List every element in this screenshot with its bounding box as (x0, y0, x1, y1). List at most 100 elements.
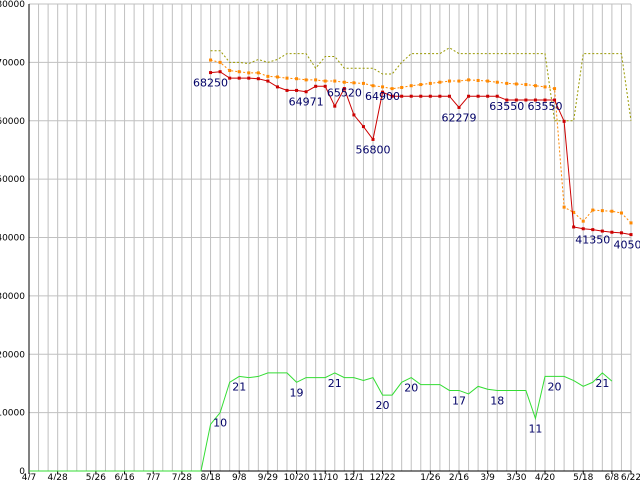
data-point-dark_red (409, 94, 413, 98)
data-point-orange (600, 209, 604, 213)
data-label: 20 (548, 380, 562, 393)
data-point-orange (390, 87, 394, 91)
data-label: 20 (376, 399, 390, 412)
data-label: 19 (290, 386, 304, 399)
data-point-orange (619, 211, 623, 215)
data-point-dark_red (476, 94, 480, 98)
data-point-dark_red (457, 105, 461, 109)
y-tick-label: 50000 (0, 175, 25, 185)
data-point-orange (323, 79, 327, 83)
data-point-dark_red (218, 70, 222, 74)
data-point-orange (457, 79, 461, 83)
data-point-dark_red (361, 125, 365, 129)
data-point-dark_red (600, 229, 604, 233)
data-point-dark_red (581, 227, 585, 231)
data-point-dark_red (505, 98, 509, 102)
data-label: 41350 (575, 234, 610, 247)
data-point-orange (352, 81, 356, 85)
data-point-orange (237, 70, 241, 74)
data-point-dark_red (381, 90, 385, 94)
data-point-orange (275, 75, 279, 79)
x-tick-label: 5/26 (86, 473, 106, 480)
data-label: 40500 (614, 239, 640, 252)
data-point-dark_red (619, 231, 623, 235)
data-point-orange (419, 83, 423, 87)
data-point-orange (495, 80, 499, 84)
data-point-dark_red (266, 79, 270, 83)
data-point-dark_red (438, 94, 442, 98)
data-point-dark_red (591, 228, 595, 232)
x-tick-label: 3/30 (506, 473, 526, 480)
data-point-dark_red (543, 98, 547, 102)
data-label: 63550 (528, 100, 563, 113)
data-point-dark_red (314, 84, 318, 88)
data-point-orange (361, 81, 365, 85)
data-point-orange (371, 84, 375, 88)
y-tick-label: 10000 (0, 409, 25, 419)
x-tick-label: 6/22 (621, 473, 640, 480)
data-point-dark_red (514, 98, 518, 102)
data-point-orange (591, 208, 595, 212)
data-point-orange (572, 210, 576, 214)
data-point-dark_red (524, 98, 528, 102)
data-point-orange (438, 80, 442, 84)
x-tick-label: 9/8 (232, 473, 247, 480)
data-point-orange (256, 71, 260, 75)
data-point-dark_red (275, 85, 279, 89)
data-point-dark_red (400, 94, 404, 98)
y-tick-label: 0 (19, 467, 25, 477)
data-label: 64900 (365, 90, 400, 103)
data-point-orange (610, 209, 614, 213)
data-point-dark_red (304, 90, 308, 94)
data-point-orange (218, 60, 222, 64)
data-label: 18 (490, 394, 504, 407)
x-tick-label: 6/16 (114, 473, 134, 480)
x-tick-label: 3/9 (480, 473, 495, 480)
data-point-dark_red (209, 71, 213, 75)
x-tick-label: 4/7 (22, 473, 36, 480)
data-label: 56800 (356, 143, 391, 156)
data-point-orange (505, 81, 509, 85)
y-tick-label: 40000 (0, 234, 25, 244)
data-point-dark_red (562, 119, 566, 123)
data-point-orange (304, 78, 308, 82)
data-point-orange (333, 79, 337, 83)
data-point-dark_red (371, 137, 375, 141)
data-point-orange (562, 205, 566, 209)
data-point-dark_red (495, 94, 499, 98)
data-point-orange (581, 219, 585, 223)
data-point-orange (533, 84, 537, 88)
x-tick-label: 4/28 (48, 473, 68, 480)
x-tick-label: 12/1 (344, 473, 364, 480)
data-point-orange (228, 69, 232, 73)
x-tick-label: 7/28 (172, 473, 192, 480)
data-point-dark_red (486, 94, 490, 98)
data-label: 21 (232, 380, 246, 393)
data-point-orange (400, 85, 404, 89)
data-label: 11 (528, 422, 542, 435)
data-point-dark_red (342, 87, 346, 91)
y-tick-label: 80000 (0, 0, 25, 10)
x-tick-label: 1/26 (420, 473, 440, 480)
data-point-dark_red (419, 94, 423, 98)
x-tick-label: 6/8 (605, 473, 620, 480)
series-line-olive (210, 47, 632, 122)
data-point-orange (247, 71, 251, 75)
x-tick-label: 4/20 (535, 473, 555, 480)
data-point-dark_red (572, 225, 576, 229)
data-label: 20 (404, 382, 418, 395)
data-point-dark_red (285, 88, 289, 92)
data-label: 21 (595, 377, 609, 390)
data-point-dark_red (295, 88, 299, 92)
data-point-dark_red (447, 94, 451, 98)
data-point-dark_red (428, 94, 432, 98)
data-point-orange (295, 77, 299, 81)
x-tick-label: 8/18 (200, 473, 220, 480)
data-point-dark_red (323, 84, 327, 88)
data-point-orange (381, 85, 385, 89)
data-point-dark_red (467, 94, 471, 98)
data-point-dark_red (352, 113, 356, 117)
data-point-dark_red (228, 76, 232, 80)
y-tick-label: 20000 (0, 350, 25, 360)
y-tick-label: 60000 (0, 117, 25, 127)
